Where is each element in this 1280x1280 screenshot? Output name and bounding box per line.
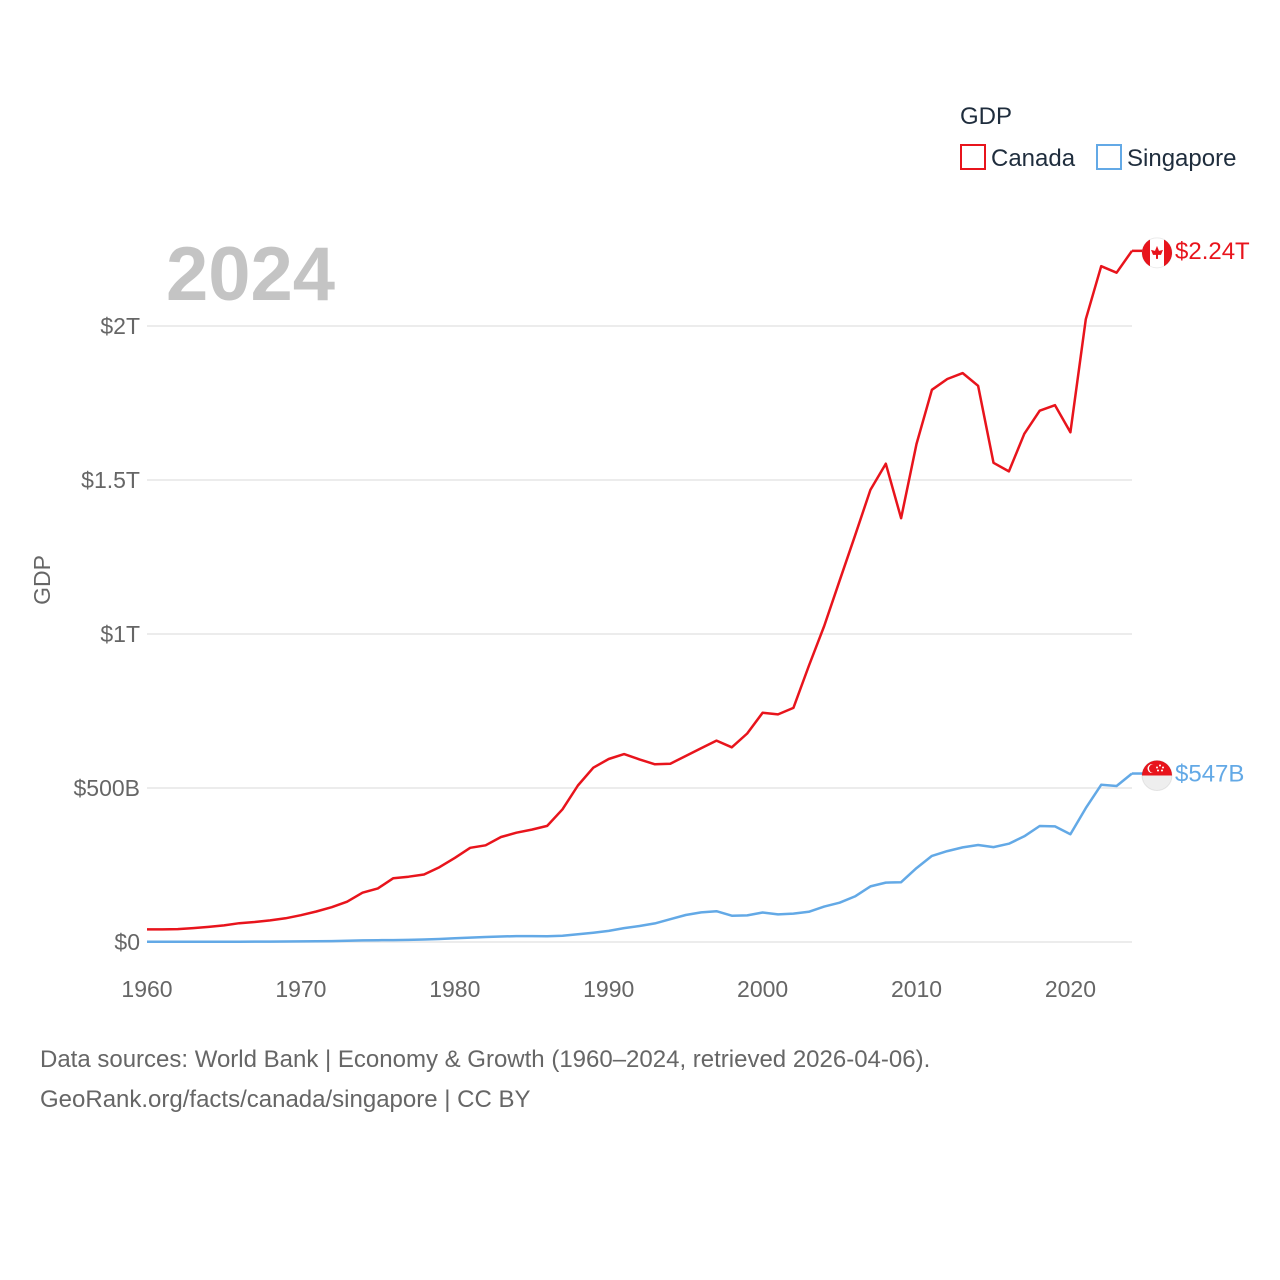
x-tick-label: 2020 <box>1045 976 1096 1002</box>
y-axis-label: GDP <box>29 555 55 605</box>
end-value-label-canada: $2.24T <box>1175 238 1250 265</box>
y-tick-label: $1T <box>100 621 140 647</box>
y-tick-label: $2T <box>100 313 140 339</box>
footer: Data sources: World Bank | Economy & Gro… <box>40 1040 930 1120</box>
x-tick-label: 2010 <box>891 976 942 1002</box>
grid-lines <box>147 325 1132 943</box>
legend-item-canada[interactable]: Canada <box>960 144 1076 172</box>
legend-item-singapore[interactable]: Singapore <box>1096 144 1236 172</box>
y-axis: $0 $500B $1T $1.5T $2T <box>73 313 140 955</box>
x-tick-label: 2000 <box>737 976 788 1002</box>
end-value-label-singapore: $547B <box>1175 761 1244 788</box>
y-tick-label: $0 <box>114 929 140 955</box>
legend-label-singapore: Singapore <box>1127 145 1236 172</box>
legend-label-canada: Canada <box>991 145 1076 172</box>
x-axis: 1960 1970 1980 1990 2000 2010 2020 <box>121 976 1096 1002</box>
singapore-flag-icon <box>1141 760 1173 792</box>
canada-flag-icon <box>1141 237 1173 269</box>
legend-title: GDP <box>960 103 1012 130</box>
current-year-label: 2024 <box>166 232 335 317</box>
series-line-canada[interactable] <box>147 250 1134 931</box>
x-tick-label: 1970 <box>275 976 326 1002</box>
x-tick-label: 1960 <box>121 976 172 1002</box>
series-lines <box>147 250 1134 944</box>
y-tick-label: $500B <box>73 775 140 801</box>
legend-swatch-canada <box>960 144 986 170</box>
data-sources-text: Data sources: World Bank | Economy & Gro… <box>40 1046 931 1073</box>
end-markers: $2.24T $547B <box>1132 237 1250 792</box>
y-tick-label: $1.5T <box>81 467 140 493</box>
source-link[interactable]: GeoRank.org/facts/canada/singapore | CC … <box>40 1086 531 1113</box>
x-tick-label: 1980 <box>429 976 480 1002</box>
legend-swatch-singapore <box>1096 144 1122 170</box>
legend: GDP Canada Singapore <box>960 103 1236 172</box>
series-line-singapore[interactable] <box>147 772 1133 944</box>
x-tick-label: 1990 <box>583 976 634 1002</box>
